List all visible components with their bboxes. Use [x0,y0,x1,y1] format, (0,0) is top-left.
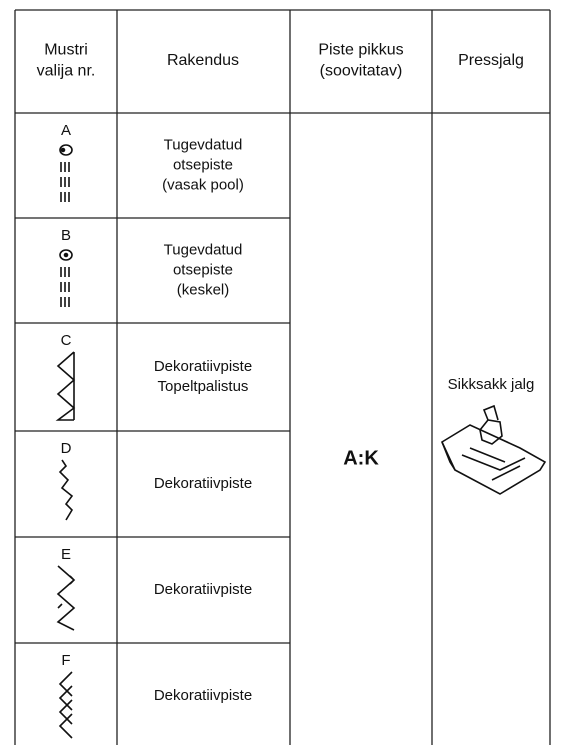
pattern-letter: F [61,652,70,669]
header-cell: (soovitatav) [320,63,403,80]
application-text: Tugevdatud [164,136,243,153]
header-cell: valija nr. [37,63,96,80]
presser-foot: Sikksakk jalg [448,376,535,393]
stitch-icon-e [56,565,76,631]
stitch-icon-f [58,671,73,739]
stitch-length: A:K [343,447,379,469]
application-text: Dekoratiivpiste [154,358,252,375]
application-text: (vasak pool) [162,176,244,193]
application-text: Dekoratiivpiste [154,687,252,704]
header-cell: Rakendus [167,52,239,69]
application-text: Topeltpalistus [158,378,249,395]
header-cell: Pressjalg [458,52,524,69]
table-grid [14,9,551,745]
application-text: otsepiste [173,261,233,278]
pattern-letter: A [61,122,71,139]
pattern-letter: E [61,546,71,563]
stitch-icon-b [59,249,73,307]
application-text: otsepiste [173,156,233,173]
stitch-icon-c [55,351,76,421]
application-text: (keskel) [177,281,230,298]
pattern-letter: D [61,440,72,457]
application-text: Dekoratiivpiste [154,475,252,492]
pattern-letter: C [61,332,72,349]
application-text: Tugevdatud [164,241,243,258]
header-cell: Piste pikkus [318,42,403,59]
pattern-letter: B [61,227,71,244]
application-text: Dekoratiivpiste [154,581,252,598]
stitch-icon-d [58,459,74,521]
presser-foot-icon [440,404,547,495]
header-cell: Mustri [44,42,88,59]
stitch-icon-a [59,144,73,202]
